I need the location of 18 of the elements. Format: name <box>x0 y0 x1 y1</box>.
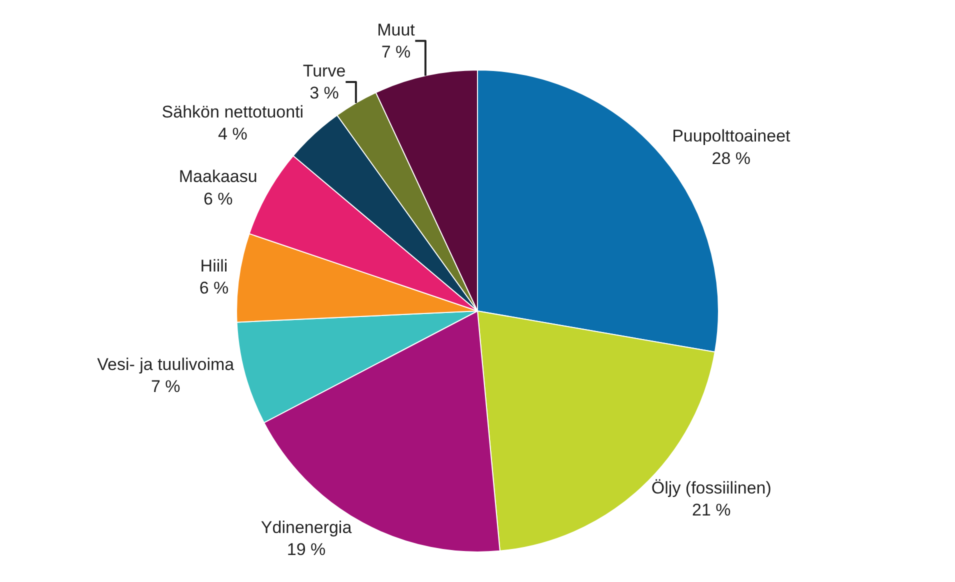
data-label: 19 % <box>286 540 326 560</box>
data-label: 4 % <box>218 124 248 144</box>
slice-label: Vesi- ja tuulivoima <box>97 354 235 374</box>
slice-label: Muut <box>377 20 416 40</box>
slice-label: Hiili <box>200 256 228 276</box>
data-label: 7 % <box>381 42 411 62</box>
data-label: 21 % <box>692 500 731 520</box>
data-label: 3 % <box>310 84 339 102</box>
data-label: 6 % <box>199 278 229 298</box>
slice-label: Puupolttoaineet <box>672 126 791 146</box>
slice-label: Sähkön nettotuonti <box>162 102 304 122</box>
slice-label: Turve <box>302 61 346 80</box>
data-label: 6 % <box>203 189 233 208</box>
data-label: 28 % <box>712 148 751 168</box>
slice-label: Maakaasu <box>178 167 258 186</box>
data-label: 7 % <box>150 376 180 396</box>
slice-label: Öljy (fossiilinen) <box>651 478 772 498</box>
slice-label: Ydinenergia <box>260 518 352 538</box>
